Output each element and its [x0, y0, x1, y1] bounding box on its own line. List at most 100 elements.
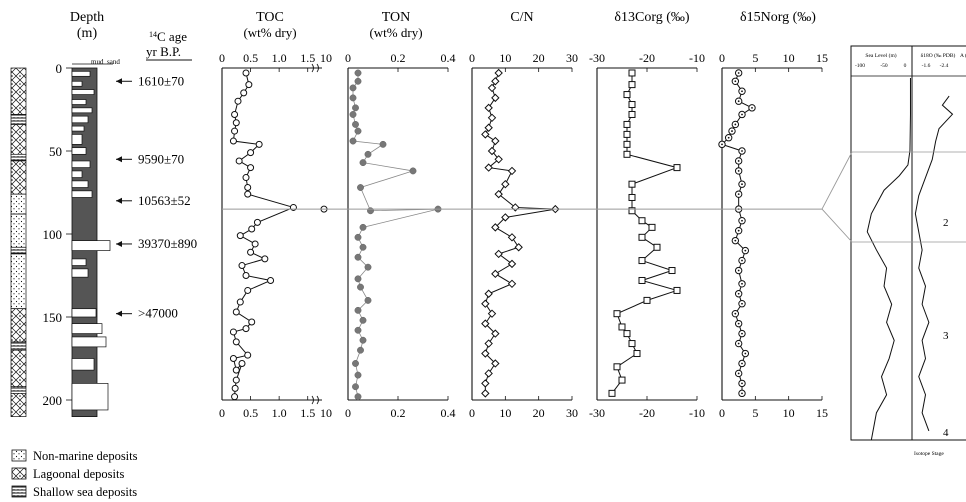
- data-point: [248, 225, 256, 233]
- panel-tick-label-top: -30: [589, 51, 605, 65]
- data-point: [238, 359, 246, 367]
- panel-tick-label-top: 1.5: [300, 51, 315, 65]
- data-point: [247, 149, 255, 157]
- isotope-stage-number: 4: [943, 427, 949, 439]
- data-point: [238, 262, 246, 270]
- data-point-center: [741, 219, 743, 222]
- data-point: [244, 286, 252, 294]
- data-point-center: [734, 80, 737, 83]
- data-point: [481, 379, 490, 388]
- data-point: [231, 127, 239, 135]
- data-point: [487, 146, 497, 156]
- depth-axis: 0 50 100 150 200: [43, 61, 72, 408]
- data-point: [359, 316, 367, 324]
- data-point: [349, 84, 357, 92]
- sand-layer: [71, 160, 91, 168]
- legend-nonmarine-label: Non-marine deposits: [33, 449, 138, 463]
- depth-title-line2: (m): [77, 26, 98, 41]
- sand-layer: [71, 383, 109, 411]
- data-point: [234, 97, 242, 105]
- data-point: [514, 243, 523, 252]
- data-point-center: [737, 72, 740, 74]
- data-point: [481, 389, 490, 398]
- data-point: [229, 328, 237, 336]
- data-point: [267, 276, 275, 284]
- data-point: [242, 69, 250, 77]
- sea-level-title: Sea Level (m): [865, 52, 896, 59]
- panel-tick-label-top: 0: [719, 51, 725, 65]
- legend-shallowsea-label: Shallow sea deposits: [33, 485, 137, 499]
- data-point-center: [727, 136, 730, 139]
- data-point-center: [734, 123, 737, 126]
- sand-layer: [71, 323, 103, 334]
- facies-band: [10, 193, 27, 215]
- c14-age-label: >47000: [138, 306, 178, 321]
- data-point-center: [734, 312, 737, 315]
- data-point: [491, 329, 500, 338]
- data-point: [359, 223, 367, 231]
- data-point: [251, 240, 259, 248]
- panel-tick-label-top: 0: [469, 51, 475, 65]
- data-point: [507, 233, 517, 242]
- data-point: [354, 69, 362, 77]
- isotope-stage-label: Isotope Stage: [914, 451, 944, 457]
- panel-tick-label-top: 1.0: [272, 51, 287, 65]
- d18o-tick: -1.6: [922, 63, 931, 69]
- right-frame: [850, 45, 966, 441]
- data-point: [229, 355, 237, 362]
- c14-subtitle: yr B.P.: [146, 44, 181, 59]
- data-point-center: [737, 229, 740, 232]
- facies-band: [10, 253, 27, 310]
- data-point: [357, 184, 364, 191]
- panel-tick-label-bottom: 10: [320, 406, 332, 420]
- facies-band: [10, 213, 27, 248]
- data-point-center: [731, 130, 733, 132]
- data-point: [232, 308, 240, 316]
- facies-band: [10, 246, 27, 255]
- sand-label: sand: [107, 58, 120, 66]
- sand-layer: [71, 80, 83, 87]
- panel-tick-label-top: 0.4: [441, 51, 456, 65]
- data-point-center: [737, 269, 740, 272]
- panel-title: δ15Norg (‰): [740, 10, 816, 25]
- connector-lower: [821, 208, 853, 243]
- data-point: [623, 91, 631, 99]
- sand-layer: [71, 258, 87, 266]
- facies-band: [10, 67, 27, 115]
- sand-layer: [71, 125, 85, 132]
- data-point: [244, 351, 252, 359]
- geochem-panels: TOC(wt% dry)000.50.51.01.01.51.51010TON(…: [219, 10, 828, 420]
- facies-band: [10, 393, 27, 417]
- data-point: [487, 309, 497, 318]
- legend-nonmarine-swatch: [11, 449, 27, 462]
- panel-title: δ13Corg (‰): [614, 10, 690, 25]
- data-point: [484, 369, 493, 378]
- data-point: [673, 164, 681, 172]
- data-point: [244, 184, 252, 192]
- data-point: [247, 248, 255, 256]
- panel-tick-label-bottom: 30: [566, 406, 578, 420]
- panel-title: TON: [382, 10, 411, 25]
- data-point: [354, 233, 362, 241]
- panel-tick-label-bottom: 10: [783, 406, 795, 420]
- data-point: [628, 207, 636, 215]
- data-point: [487, 113, 497, 123]
- panel-tick-label-bottom: 0.4: [441, 406, 456, 420]
- age-arrow-head: [116, 156, 122, 163]
- data-point: [481, 349, 490, 358]
- age-arrow-head: [116, 197, 122, 204]
- connector-upper: [821, 151, 853, 210]
- panel-tick-label-top: 15: [816, 51, 828, 65]
- legend: Non-marine deposits Lagoonal deposits Sh…: [11, 449, 138, 499]
- data-point: [491, 77, 500, 86]
- data-point-center: [737, 193, 740, 196]
- sand-layer: [71, 336, 107, 348]
- data-point: [352, 360, 359, 367]
- data-point: [354, 127, 362, 135]
- sand-layer: [71, 70, 91, 77]
- data-point: [491, 359, 500, 368]
- panel-tick-label-bottom: 0: [345, 406, 351, 420]
- sea-level-tick: -50: [880, 63, 888, 69]
- data-point: [240, 89, 248, 97]
